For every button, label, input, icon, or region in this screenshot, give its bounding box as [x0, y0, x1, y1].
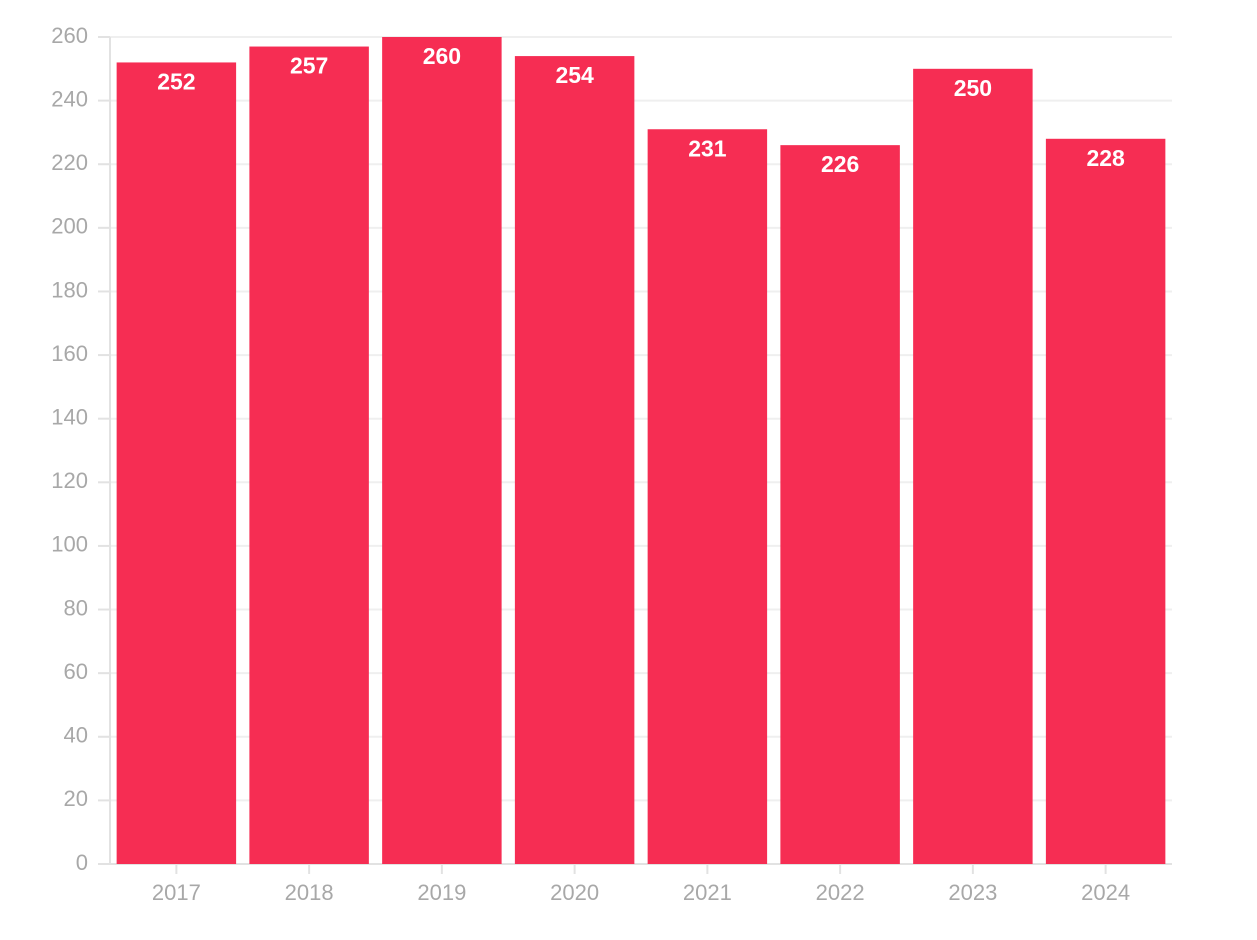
value-label: 226 — [821, 151, 859, 177]
value-label: 254 — [555, 62, 594, 88]
bar — [647, 129, 768, 864]
y-tick-label: 0 — [76, 850, 88, 875]
y-tick-label: 60 — [64, 659, 88, 684]
value-label: 231 — [688, 135, 727, 161]
y-tick-label: 120 — [51, 468, 88, 493]
x-tick-label: 2020 — [550, 880, 599, 905]
y-tick-label: 80 — [64, 595, 88, 620]
x-tick-label: 2018 — [285, 880, 334, 905]
bar — [116, 62, 237, 864]
value-label: 228 — [1086, 145, 1125, 171]
y-tick-label: 20 — [64, 786, 88, 811]
value-label: 252 — [157, 69, 195, 95]
y-tick-label: 140 — [51, 405, 88, 430]
bar — [514, 56, 635, 865]
y-tick-label: 220 — [51, 150, 88, 175]
x-tick-label: 2019 — [417, 880, 466, 905]
bar — [249, 46, 369, 865]
y-tick-label: 200 — [51, 214, 88, 239]
y-tick-label: 180 — [51, 277, 88, 302]
x-tick-label: 2021 — [683, 880, 732, 905]
y-tick-label: 260 — [51, 23, 88, 48]
value-label: 250 — [954, 75, 992, 101]
value-label: 257 — [290, 53, 328, 79]
y-tick-label: 240 — [51, 86, 88, 111]
bar — [780, 145, 900, 865]
bar — [1045, 138, 1166, 865]
value-label: 260 — [423, 43, 461, 69]
y-tick-label: 160 — [51, 341, 88, 366]
x-tick-label: 2023 — [948, 880, 997, 905]
bar — [913, 68, 1033, 865]
x-tick-label: 2024 — [1081, 880, 1130, 905]
bar — [382, 37, 502, 864]
y-tick-label: 40 — [64, 723, 88, 748]
y-tick-label: 100 — [51, 532, 88, 557]
x-tick-label: 2017 — [152, 880, 201, 905]
x-tick-label: 2022 — [816, 880, 865, 905]
